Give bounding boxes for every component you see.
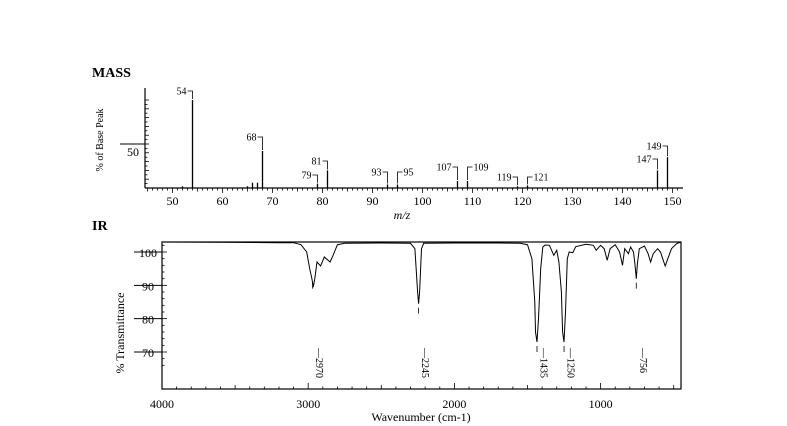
mass-peak-label-95: 95 bbox=[397, 168, 414, 184]
mass-x-tick-label: 100 bbox=[414, 194, 432, 208]
mass-x-tick-label: 70 bbox=[267, 194, 279, 208]
ir-peak-label-1250: —1250 bbox=[563, 346, 576, 378]
mass-x-axis: 50 60 70 80 90 100 110 120 130 140 150 bbox=[145, 187, 683, 208]
ir-x-tick-label: 2000 bbox=[442, 397, 466, 411]
ir-plot-frame bbox=[161, 241, 682, 390]
mass-x-tick-label: 90 bbox=[367, 194, 379, 208]
ir-spectrum: IR % Transmittance Wavenumber (cm-1) 100… bbox=[92, 219, 682, 424]
mass-peak-label-79: 79 bbox=[302, 171, 318, 183]
mass-peak-leader bbox=[322, 160, 328, 170]
mass-x-tick-label: 50 bbox=[167, 194, 179, 208]
mass-peak-label-text: 81 bbox=[312, 157, 322, 168]
mass-peak-leader bbox=[187, 90, 193, 99]
mass-peak-label-text: 54 bbox=[177, 87, 187, 98]
ir-peak-label-756: —756 bbox=[635, 282, 648, 373]
mass-peak-label-text: 79 bbox=[302, 171, 312, 182]
ir-peak-label-text: —2970 bbox=[313, 347, 324, 378]
mass-peak-leader bbox=[512, 176, 518, 186]
ir-y-axis-title: % Transmittance bbox=[113, 293, 127, 374]
mass-peak-label-81: 81 bbox=[312, 157, 328, 170]
mass-peak-leader bbox=[382, 171, 388, 184]
mass-peak-label-93: 93 bbox=[372, 168, 388, 184]
mass-peak-leader bbox=[312, 174, 318, 183]
mass-peak-label-text: 121 bbox=[534, 173, 549, 184]
mass-x-tick-label: 130 bbox=[564, 194, 582, 208]
ir-x-axis: 4000 3000 2000 1000 bbox=[150, 383, 675, 411]
ir-x-tick-label: 4000 bbox=[150, 397, 174, 411]
mass-peak-leader bbox=[452, 166, 458, 180]
mass-peak-label-119: 119 bbox=[497, 173, 518, 186]
ir-peak-label-text: —756 bbox=[637, 347, 648, 373]
ir-x-tick-label: 3000 bbox=[296, 397, 320, 411]
ir-heading: IR bbox=[92, 219, 108, 234]
ir-y-axis: 100 90 80 70 bbox=[134, 244, 167, 366]
ir-peak-labels: —2970 —2245 —1435 —1250 —756 bbox=[312, 282, 648, 378]
ir-x-tick-label: 1000 bbox=[589, 397, 613, 411]
mass-peak-label-107: 107 bbox=[437, 163, 458, 180]
mass-peak-label-text: 147 bbox=[637, 155, 652, 166]
mass-peak-label-109: 109 bbox=[467, 163, 489, 180]
mass-peak-label-text: 107 bbox=[437, 163, 452, 174]
mass-peak-label-121: 121 bbox=[527, 173, 549, 185]
mass-peak-label-text: 95 bbox=[404, 168, 414, 179]
ir-peak-label-2970: —2970 bbox=[312, 282, 324, 378]
mass-peak-leader bbox=[662, 145, 668, 157]
ir-x-axis-title: Wavenumber (cm-1) bbox=[371, 410, 470, 424]
mass-x-tick-label: 110 bbox=[464, 194, 482, 208]
mass-peak-leader bbox=[397, 171, 403, 184]
mass-peak-leader bbox=[257, 136, 263, 151]
ir-y-tick-label: 70 bbox=[142, 346, 154, 360]
mass-y-axis: 50 bbox=[120, 88, 149, 189]
mass-x-axis-title: m/z bbox=[394, 208, 411, 222]
ir-y-tick-label: 80 bbox=[142, 313, 154, 327]
ir-transmittance-line bbox=[161, 241, 682, 343]
mass-spectrum: MASS % of Base Peak 50 50 60 70 80 90 100 110 1… bbox=[92, 66, 683, 222]
mass-x-tick-label: 140 bbox=[614, 194, 632, 208]
mass-peak-label-text: 119 bbox=[497, 173, 512, 184]
mass-x-tick-label: 150 bbox=[664, 194, 682, 208]
mass-peak-label-text: 109 bbox=[474, 163, 489, 174]
mass-peak-label-text: 93 bbox=[372, 168, 382, 179]
ir-peak-label-text: —1435 bbox=[537, 347, 548, 378]
mass-y-tick-label: 50 bbox=[127, 145, 139, 159]
mass-y-axis-title: % of Base Peak bbox=[95, 108, 106, 171]
mass-heading: MASS bbox=[92, 66, 131, 81]
ir-y-tick-label: 100 bbox=[139, 246, 157, 260]
mass-peak-label-147: 147 bbox=[637, 155, 658, 170]
mass-peak-leader bbox=[652, 158, 658, 170]
mass-peak-label-text: 149 bbox=[647, 142, 662, 153]
mass-x-tick-label: 80 bbox=[317, 194, 329, 208]
ir-peak-label-1435: —1435 bbox=[536, 346, 548, 378]
ir-y-tick-label: 90 bbox=[142, 279, 154, 293]
mass-x-tick-label: 60 bbox=[217, 194, 229, 208]
mass-peak-label-text: 68 bbox=[247, 133, 257, 144]
mass-x-tick-label: 120 bbox=[514, 194, 532, 208]
ir-peak-label-text: —1250 bbox=[565, 347, 576, 378]
mass-peak-leader bbox=[527, 176, 533, 185]
mass-peak-label-54: 54 bbox=[177, 87, 193, 99]
mass-peak-label-68: 68 bbox=[247, 133, 263, 151]
mass-peak-leader bbox=[467, 166, 473, 180]
mass-peak-label-149: 149 bbox=[647, 142, 668, 157]
ir-peak-label-text: —2245 bbox=[419, 347, 430, 378]
ir-peak-label-2245: —2245 bbox=[418, 307, 430, 378]
